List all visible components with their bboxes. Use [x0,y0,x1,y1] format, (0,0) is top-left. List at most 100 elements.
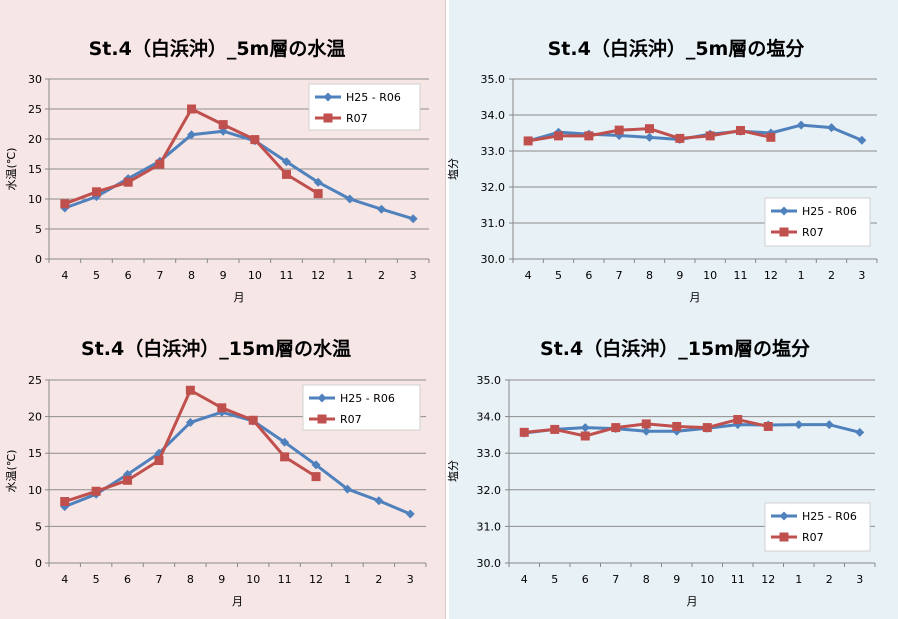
data-point-h25-r06 [824,420,834,430]
y-tick-label: 35.0 [477,374,502,387]
data-point-h25-r06 [405,509,415,519]
legend-marker [317,393,327,403]
series-line-h25-r06 [524,423,861,435]
data-point-r07 [60,199,70,209]
data-point-h25-r06 [185,417,195,427]
x-tick-label: 2 [828,269,835,282]
legend-label: R07 [802,226,824,239]
legend-marker [779,532,789,542]
y-axis-label: 塩分 [446,460,460,482]
x-tick-label: 7 [616,269,623,282]
x-tick-label: 6 [585,269,592,282]
y-tick-label: 33.0 [477,447,502,460]
x-tick-label: 7 [155,573,162,586]
legend-box [764,197,871,247]
data-point-r07 [611,423,621,433]
y-tick-label: 0 [35,253,42,266]
x-tick-label: 6 [124,573,131,586]
x-tick-label: 11 [731,573,745,586]
data-point-r07 [248,415,258,425]
data-point-r07 [311,472,321,482]
data-point-r07 [91,486,101,496]
x-tick-label: 7 [156,269,163,282]
x-tick-label: 8 [188,269,195,282]
data-point-r07 [313,189,323,199]
x-tick-label: 1 [798,269,805,282]
y-tick-label: 32.0 [481,181,506,194]
x-tick-label: 4 [521,573,528,586]
legend-box [764,502,871,552]
y-tick-label: 15 [28,163,42,176]
x-tick-label: 5 [555,269,562,282]
legend-label: R07 [802,531,824,544]
data-point-r07 [675,133,685,143]
data-point-r07 [550,424,560,434]
legend-marker [779,206,789,216]
x-tick-label: 6 [125,269,132,282]
data-point-h25-r06 [580,423,590,433]
data-point-r07 [60,497,70,507]
x-axis-label: 月 [234,291,245,304]
y-tick-label: 33.0 [481,145,506,158]
x-tick-label: 11 [280,269,294,282]
data-point-r07 [154,456,164,466]
x-tick-label: 5 [93,269,100,282]
y-tick-label: 34.0 [477,411,502,424]
chart-title: St.4（白浜沖）_15m層の水温 [81,337,351,360]
chart-title: St.4（白浜沖）_15m層の塩分 [540,337,810,360]
x-tick-label: 11 [278,573,292,586]
x-tick-label: 11 [734,269,748,282]
data-point-h25-r06 [280,437,290,447]
x-tick-label: 1 [795,573,802,586]
data-point-h25-r06 [857,135,867,145]
y-tick-label: 25 [28,374,42,387]
x-tick-label: 5 [551,573,558,586]
y-tick-label: 10 [28,484,42,497]
data-point-r07 [123,475,133,485]
data-point-h25-r06 [645,132,654,142]
y-tick-label: 25 [28,103,42,116]
data-point-r07 [702,423,712,433]
data-point-r07 [217,403,227,413]
data-point-r07 [614,125,624,135]
data-point-h25-r06 [282,157,291,167]
data-point-r07 [733,415,743,425]
y-tick-label: 0 [35,557,42,570]
x-tick-label: 3 [410,269,417,282]
x-tick-label: 4 [525,269,532,282]
chart-title: St.4（白浜沖）_5m層の塩分 [548,37,805,60]
data-point-r07 [282,169,291,179]
data-point-r07 [185,385,195,395]
x-axis-label: 月 [687,595,698,608]
x-tick-label: 10 [700,573,714,586]
x-tick-label: 8 [187,573,194,586]
data-point-r07 [280,452,290,462]
x-tick-label: 2 [378,269,385,282]
data-point-h25-r06 [187,130,196,140]
y-tick-label: 15 [28,447,42,460]
x-tick-label: 3 [858,269,865,282]
x-tick-label: 2 [826,573,833,586]
data-point-h25-r06 [827,123,836,133]
x-tick-label: 9 [218,573,225,586]
x-tick-label: 3 [856,573,863,586]
data-point-r07 [187,104,196,114]
data-point-r07 [250,135,260,145]
data-point-h25-r06 [377,204,386,214]
series-line-h25-r06 [64,410,411,516]
x-tick-label: 12 [761,573,775,586]
series-line-h25-r06 [64,129,414,221]
data-point-r07 [92,187,101,197]
data-point-r07 [155,159,165,169]
y-tick-label: 35.0 [481,73,506,86]
chart-title: St.4（白浜沖）_5m層の水温 [89,37,346,60]
x-tick-label: 10 [703,269,717,282]
y-tick-label: 30.0 [477,557,502,570]
x-tick-label: 6 [582,573,589,586]
x-tick-label: 9 [220,269,227,282]
y-tick-label: 20 [28,411,42,424]
